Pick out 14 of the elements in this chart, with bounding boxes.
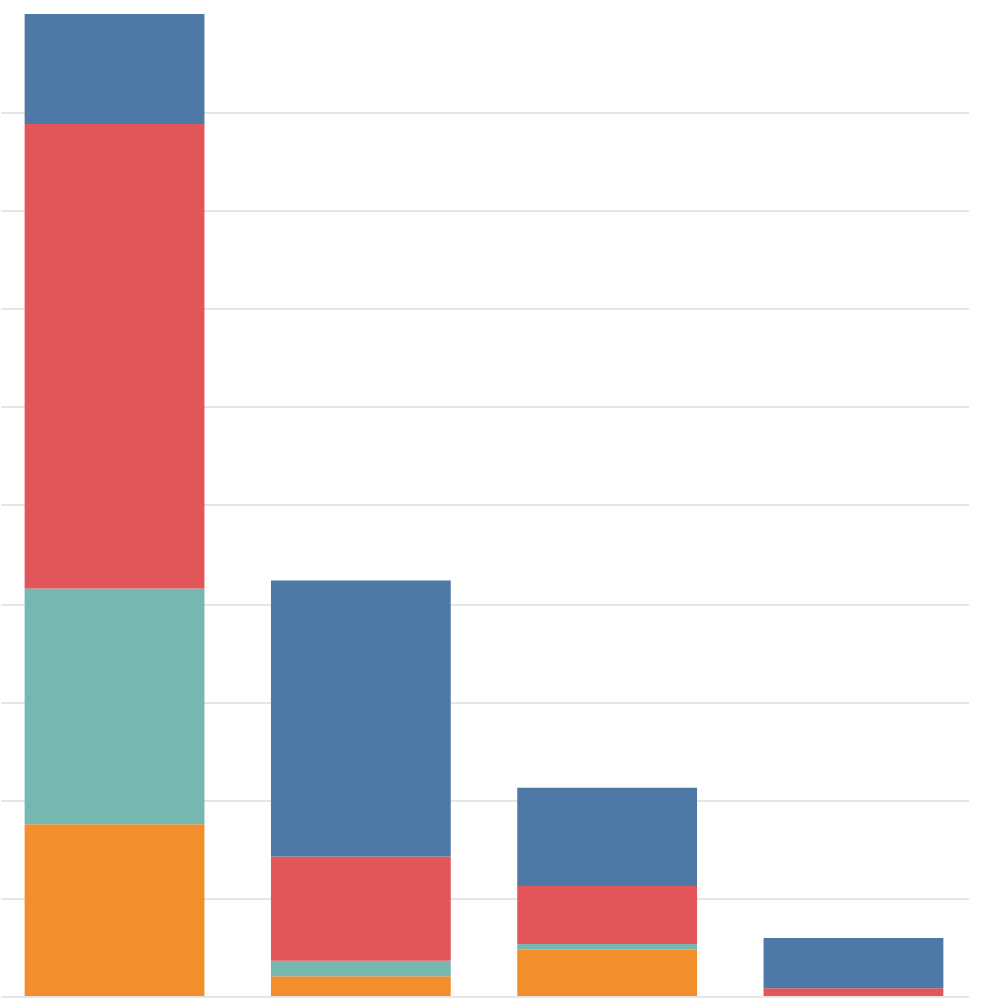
bar <box>270 976 451 996</box>
bar <box>517 949 698 996</box>
bar <box>763 988 944 996</box>
bar <box>24 14 205 124</box>
bar <box>24 588 205 825</box>
bar <box>270 856 451 961</box>
bar <box>763 938 944 989</box>
bar <box>270 960 451 977</box>
bar <box>24 824 205 996</box>
bar <box>270 580 451 857</box>
bar <box>517 787 698 887</box>
bar <box>517 886 698 944</box>
bar <box>24 123 205 589</box>
bar <box>517 943 698 950</box>
